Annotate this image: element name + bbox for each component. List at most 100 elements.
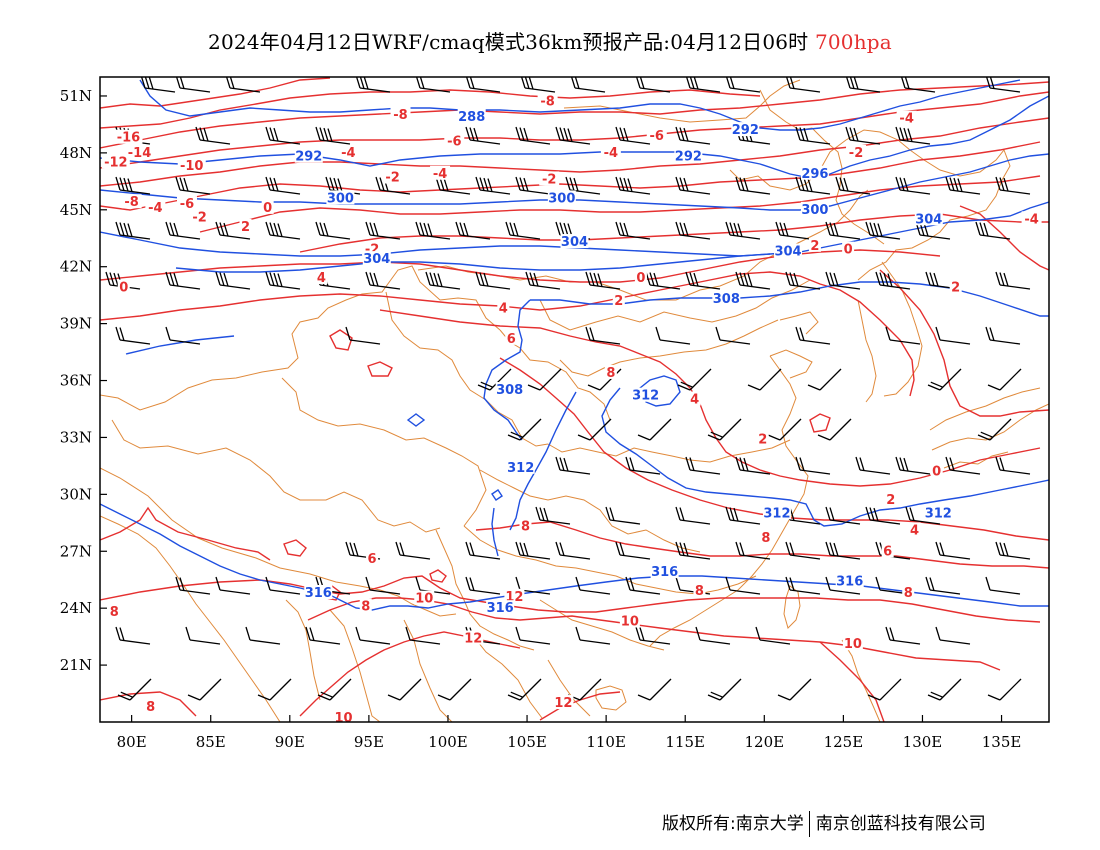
wind-barb: [615, 126, 651, 145]
wind-barb: [675, 506, 711, 525]
temperature-label-bg: [537, 93, 558, 108]
temperature-label: 8: [904, 586, 913, 601]
temp-contour: [100, 117, 1049, 187]
wind-barb: [115, 176, 151, 195]
height-label: 312: [632, 389, 659, 404]
wind-barb: [605, 506, 641, 525]
wind-barb: [767, 418, 802, 441]
temperature-label: -4: [148, 201, 162, 216]
wind-barb: [395, 541, 431, 560]
wind-barb: [825, 271, 861, 290]
temperature-label: 6: [883, 544, 892, 559]
y-tick-label: 51N: [60, 87, 92, 105]
temp-contour: [307, 597, 1001, 671]
wind-barb: [795, 456, 831, 475]
temperature-label-bg: [619, 613, 640, 628]
temperature-label: 10: [621, 614, 639, 629]
china-coast: [649, 355, 809, 647]
height-contour: [639, 375, 681, 407]
wind-barb: [675, 221, 711, 240]
temp-contour: [367, 361, 393, 377]
temperature-label-bg: [505, 330, 518, 345]
wind-barb: [565, 176, 601, 195]
temperature-label: -2: [849, 146, 863, 161]
wind-barb: [555, 126, 591, 145]
wind-barb: [465, 126, 501, 145]
temperature-label: 0: [844, 243, 853, 258]
wind-barb: [735, 456, 771, 475]
wind-barb: [927, 368, 962, 391]
wind-barb: [305, 626, 341, 645]
wind-barb: [845, 126, 881, 145]
temperature-label-bg: [125, 144, 154, 159]
wind-barb: [725, 576, 761, 595]
x-tick-label: 105E: [507, 733, 547, 751]
height-label-bg: [924, 505, 953, 520]
wind-barb: [635, 626, 671, 645]
wind-barb: [675, 541, 711, 560]
indochina-3: [547, 659, 591, 717]
height-contour: [406, 413, 426, 427]
pressure-level-label: 700hpa: [814, 30, 892, 54]
borders-layer: [100, 79, 1049, 722]
wind-barb: [685, 456, 721, 475]
shandong: [769, 349, 813, 379]
temperature-label: -4: [341, 146, 355, 161]
temperature-label-bg: [539, 171, 560, 186]
wind-barb: [895, 126, 931, 145]
wind-barb: [507, 418, 542, 441]
temperature-label: 0: [932, 465, 941, 480]
height-label-bg: [650, 564, 679, 579]
wind-barb: [245, 626, 281, 645]
wind-barb: [987, 678, 1022, 701]
height-label: 304: [363, 252, 390, 267]
wind-barb: [575, 576, 611, 595]
height-contour: [509, 391, 577, 531]
liaodong: [779, 311, 819, 335]
temperature-label-bg: [414, 590, 435, 605]
temp-contour: [100, 141, 1041, 211]
wind-barb: [637, 678, 672, 701]
wind-barb: [625, 456, 661, 475]
wind-barb: [995, 176, 1031, 195]
temp-contour: [100, 81, 1049, 149]
mongolia-border: [417, 189, 869, 301]
wind-barb: [415, 576, 451, 595]
height-label: 288: [458, 110, 485, 125]
temperature-label: 0: [119, 281, 128, 296]
wind-barb: [945, 176, 981, 195]
indochina-1: [403, 619, 453, 722]
wind-barb: [637, 418, 672, 441]
temp-contour: [329, 329, 353, 351]
temperature-label-bg: [121, 194, 142, 209]
temperature-label-bg: [497, 300, 510, 315]
height-label-bg: [547, 190, 576, 205]
wind-barb: [475, 271, 511, 290]
axes: 80E 85E 90E 95E 100E 105E 110E 115E 120E 125E 130E…: [60, 87, 1022, 751]
temperature-label: 8: [521, 520, 530, 535]
temperature-label-bg: [604, 364, 617, 379]
height-label: 308: [713, 292, 740, 307]
height-label: 316: [651, 565, 678, 580]
temperature-label-bg: [315, 270, 328, 285]
temperature-label: 12: [464, 632, 482, 647]
wind-barb: [625, 576, 661, 595]
wind-barb: [995, 541, 1031, 560]
wind-barb: [985, 576, 1021, 595]
y-tick-label: 33N: [60, 428, 92, 446]
temperature-label-bg: [382, 169, 403, 184]
wind-barb: [927, 678, 962, 701]
footer-separator: [808, 811, 810, 837]
height-label-bg: [762, 505, 791, 520]
wind-barb: [695, 626, 731, 645]
wind-barb: [555, 456, 591, 475]
wind-barb: [785, 506, 821, 525]
japan-small: [943, 451, 1009, 469]
temperature-label: -4: [433, 167, 447, 182]
temperature-label-bg: [359, 598, 372, 613]
height-label-bg: [560, 234, 589, 249]
temperature-label-bg: [519, 518, 532, 533]
temperature-label-bg: [949, 279, 962, 294]
temperature-label: -4: [899, 112, 913, 127]
temp-contour: [100, 506, 271, 561]
